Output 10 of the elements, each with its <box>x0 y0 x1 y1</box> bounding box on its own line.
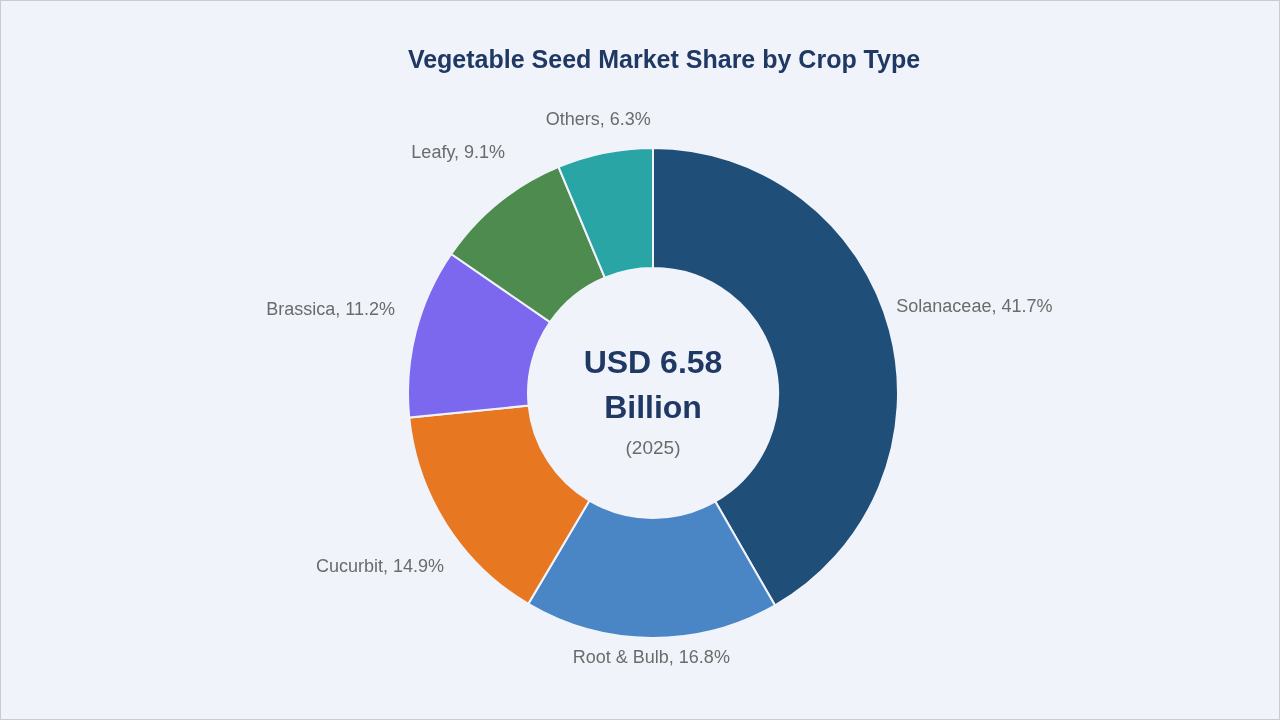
slice-label: Brassica, 11.2% <box>266 299 396 320</box>
text: Billion <box>604 389 702 425</box>
slice-label: Solanaceae, 41.7% <box>896 296 1053 317</box>
slice-label: Leafy, 9.1% <box>411 141 506 162</box>
text: USD 6.58 <box>583 344 723 380</box>
slice-label: Others, 6.3% <box>545 108 651 129</box>
chart-title: Vegetable Seed Market Share by Crop Type <box>407 45 921 73</box>
slice-label: Cucurbit, 14.9% <box>315 556 445 577</box>
slice-label: Root & Bulb, 16.8% <box>572 647 730 668</box>
text: (2025) <box>625 437 681 458</box>
